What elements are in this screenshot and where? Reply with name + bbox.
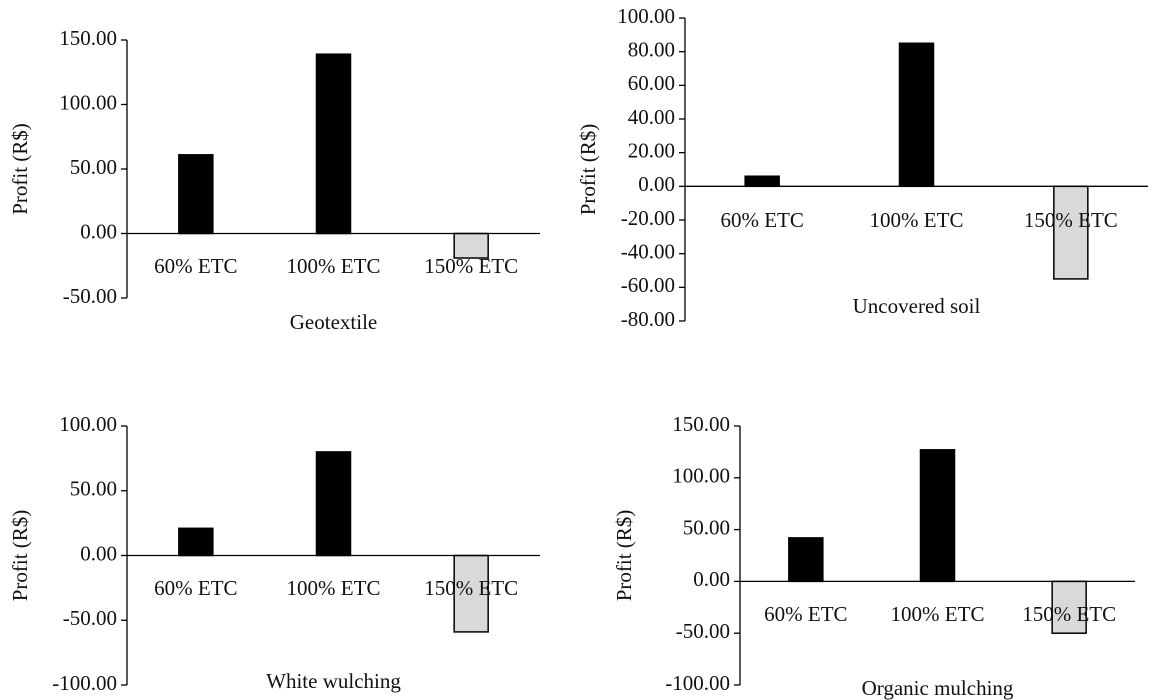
y-tick-label: 0.00 [80, 219, 117, 243]
bar-100-etc [315, 451, 352, 557]
bar-100-etc [919, 449, 956, 583]
chart-panel-3: -100.00 -50.00 0.00 50.00 100.00 60% ETC 100% … [8, 412, 540, 695]
y-axis-title: Profit (R$) [576, 124, 600, 216]
category-label: 60% ETC [720, 208, 803, 232]
bar-150-etc [1051, 580, 1087, 634]
y-tick-label: -100.00 [52, 671, 117, 695]
category-label: 100% ETC [891, 602, 985, 626]
bar-60-etc [788, 537, 824, 583]
y-tick-label: 80.00 [628, 37, 675, 61]
category-label: 60% ETC [154, 254, 237, 278]
y-tick-label: 150.00 [59, 26, 117, 50]
category-label: 60% ETC [764, 602, 847, 626]
bar-100-etc [315, 53, 352, 235]
y-tick-label: 100.00 [617, 4, 675, 28]
y-tick-label: 60.00 [628, 71, 675, 95]
bar-60-etc [744, 175, 780, 188]
y-axis-title: Profit (R$) [8, 123, 32, 215]
y-tick-label: 100.00 [672, 464, 730, 488]
y-tick-label: 50.00 [70, 155, 117, 179]
y-tick-label: -50.00 [63, 606, 117, 630]
category-label: 60% ETC [154, 576, 237, 600]
category-label: 150% ETC [1022, 602, 1116, 626]
y-axis-title: Profit (R$) [8, 510, 32, 602]
y-tick-label: -50.00 [676, 619, 730, 643]
bar-60-etc [178, 527, 214, 557]
category-label: 150% ETC [1024, 208, 1118, 232]
category-label: 100% ETC [287, 576, 381, 600]
category-label: 150% ETC [424, 254, 518, 278]
y-tick-label: 50.00 [70, 477, 117, 501]
y-tick-label: -50.00 [63, 284, 117, 308]
category-label: 100% ETC [287, 254, 381, 278]
y-tick-label: -80.00 [621, 307, 675, 331]
y-tick-label: 50.00 [683, 515, 730, 539]
y-axis-title: Profit (R$) [612, 510, 636, 602]
x-axis-title: White wulching [266, 669, 401, 693]
y-tick-label: -20.00 [621, 206, 675, 230]
y-tick-label: 20.00 [628, 138, 675, 162]
y-tick-label: 40.00 [628, 105, 675, 129]
x-axis-title: Geotextile [290, 310, 377, 334]
y-tick-label: 150.00 [672, 412, 730, 436]
y-tick-label: -60.00 [621, 273, 675, 297]
x-axis-title: Uncovered soil [853, 294, 981, 318]
y-tick-label: 100.00 [59, 90, 117, 114]
bar-150-etc [453, 554, 489, 633]
chart-panel-2: -80.00 -60.00 -40.00 -20.00 0.00 20.00 40.00 60… [576, 4, 1148, 331]
bar-60-etc [178, 154, 214, 235]
y-tick-label: -100.00 [665, 671, 730, 695]
y-tick-label: 0.00 [80, 541, 117, 565]
chart-panel-4: -100.00 -50.00 0.00 50.00 100.00 150.00 60% ET… [612, 412, 1135, 700]
y-tick-label: -40.00 [621, 239, 675, 263]
category-label: 100% ETC [870, 208, 964, 232]
y-tick-label: 0.00 [693, 567, 730, 591]
chart-panel-1: -50.00 0.00 50.00 100.00 150.00 60% ETC 100% E… [8, 26, 540, 334]
x-axis-title: Organic mulching [862, 676, 1014, 700]
y-tick-label: 100.00 [59, 412, 117, 436]
y-tick-label: 0.00 [638, 172, 675, 196]
category-label: 150% ETC [424, 576, 518, 600]
bar-100-etc [898, 42, 935, 188]
bar-150-etc [1053, 185, 1089, 280]
